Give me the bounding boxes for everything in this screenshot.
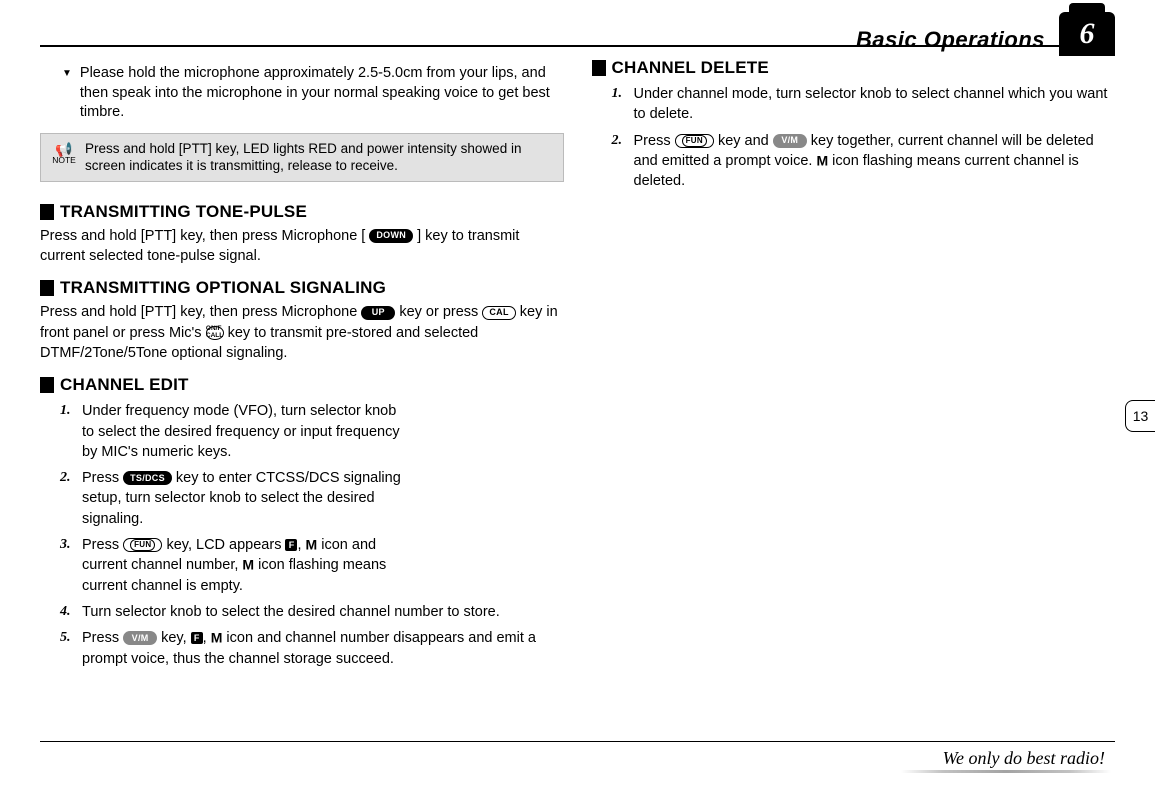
intro-bullet-text: Please hold the microphone approximately…	[80, 64, 564, 123]
m-icon: M	[306, 536, 318, 552]
footer-tagline: We only do best radio!	[943, 748, 1105, 769]
note-text: Press and hold [PTT] key, LED lights RED…	[85, 140, 555, 175]
channel-edit-steps: 1. Under frequency mode (VFO), turn sele…	[60, 401, 564, 669]
section-channel-edit: CHANNEL EDIT	[40, 375, 564, 395]
header-title: Basic Operations	[856, 27, 1045, 53]
header-rule	[40, 45, 1115, 47]
right-column: CHANNEL DELETE 1. Under channel mode, tu…	[592, 58, 1116, 679]
optional-signaling-text: Press and hold [PTT] key, then press Mic…	[40, 302, 564, 363]
step-number: 2.	[612, 131, 628, 192]
list-item: 2. Press TS/DCS key to enter CTCSS/DCS s…	[60, 468, 564, 529]
page-header: Basic Operations 6	[856, 18, 1115, 62]
step-text: Press FUN key, LCD appears F, M icon and…	[82, 535, 402, 596]
step-text: Turn selector knob to select the desired…	[82, 602, 500, 622]
cal-key-icon: CAL	[482, 306, 515, 320]
list-item: 1. Under channel mode, turn selector kno…	[612, 84, 1116, 125]
heading-bar-icon	[40, 204, 54, 220]
section-tone-pulse: TRANSMITTING TONE-PULSE	[40, 202, 564, 222]
down-triangle-icon: ▼	[62, 64, 72, 123]
vm-key-icon: V/M	[123, 631, 157, 645]
list-item: 4. Turn selector knob to select the desi…	[60, 602, 564, 622]
step-number: 4.	[60, 602, 76, 622]
f-icon: F	[285, 539, 297, 551]
vm-key-icon: V/M	[773, 134, 807, 148]
section-title: CHANNEL DELETE	[612, 58, 769, 78]
tsdcs-key-icon: TS/DCS	[123, 471, 172, 485]
step-number: 2.	[60, 468, 76, 529]
step-text: Under frequency mode (VFO), turn selecto…	[82, 401, 402, 462]
step-text: Press FUN key and V/M key together, curr…	[634, 131, 1116, 192]
down-key-icon: DOWN	[369, 229, 413, 243]
note-box: 📢 NOTE Press and hold [PTT] key, LED lig…	[40, 133, 564, 182]
list-item: 3. Press FUN key, LCD appears F, M icon …	[60, 535, 564, 596]
page-number-tab: 13	[1125, 400, 1155, 432]
speaker-icon: 📢	[55, 142, 72, 156]
f-icon: F	[191, 632, 203, 644]
note-icon: 📢 NOTE	[49, 140, 79, 175]
channel-delete-steps: 1. Under channel mode, turn selector kno…	[612, 84, 1116, 191]
heading-bar-icon	[592, 60, 606, 76]
step-number: 1.	[60, 401, 76, 462]
list-item: 2. Press FUN key and V/M key together, c…	[612, 131, 1116, 192]
tone-pulse-text: Press and hold [PTT] key, then press Mic…	[40, 226, 564, 267]
section-title: TRANSMITTING OPTIONAL SIGNALING	[60, 278, 386, 298]
heading-bar-icon	[40, 377, 54, 393]
m-icon: M	[242, 557, 254, 573]
list-item: 5. Press V/M key, F, M icon and channel …	[60, 628, 564, 669]
list-item: 1. Under frequency mode (VFO), turn sele…	[60, 401, 564, 462]
fun-key-icon: FUN	[123, 538, 162, 552]
section-title: TRANSMITTING TONE-PULSE	[60, 202, 307, 222]
m-icon: M	[816, 152, 828, 168]
step-text: Under channel mode, turn selector knob t…	[634, 84, 1116, 125]
section-title: CHANNEL EDIT	[60, 375, 189, 395]
section-optional-signaling: TRANSMITTING OPTIONAL SIGNALING	[40, 278, 564, 298]
onf-call-key-icon: ON/FCALL	[206, 326, 224, 340]
fun-key-icon: FUN	[675, 134, 714, 148]
chapter-tab: 6	[1059, 12, 1115, 56]
step-number: 3.	[60, 535, 76, 596]
footer-rule	[40, 741, 1115, 743]
intro-bullet: ▼ Please hold the microphone approximate…	[62, 64, 564, 123]
heading-bar-icon	[40, 280, 54, 296]
step-text: Press V/M key, F, M icon and channel num…	[82, 628, 564, 669]
step-text: Press TS/DCS key to enter CTCSS/DCS sign…	[82, 468, 402, 529]
step-number: 1.	[612, 84, 628, 125]
note-label: NOTE	[52, 156, 76, 165]
footer-underline-icon	[901, 770, 1111, 773]
up-key-icon: UP	[361, 306, 395, 320]
left-column: ▼ Please hold the microphone approximate…	[40, 58, 564, 679]
m-icon: M	[211, 630, 223, 646]
step-number: 5.	[60, 628, 76, 669]
